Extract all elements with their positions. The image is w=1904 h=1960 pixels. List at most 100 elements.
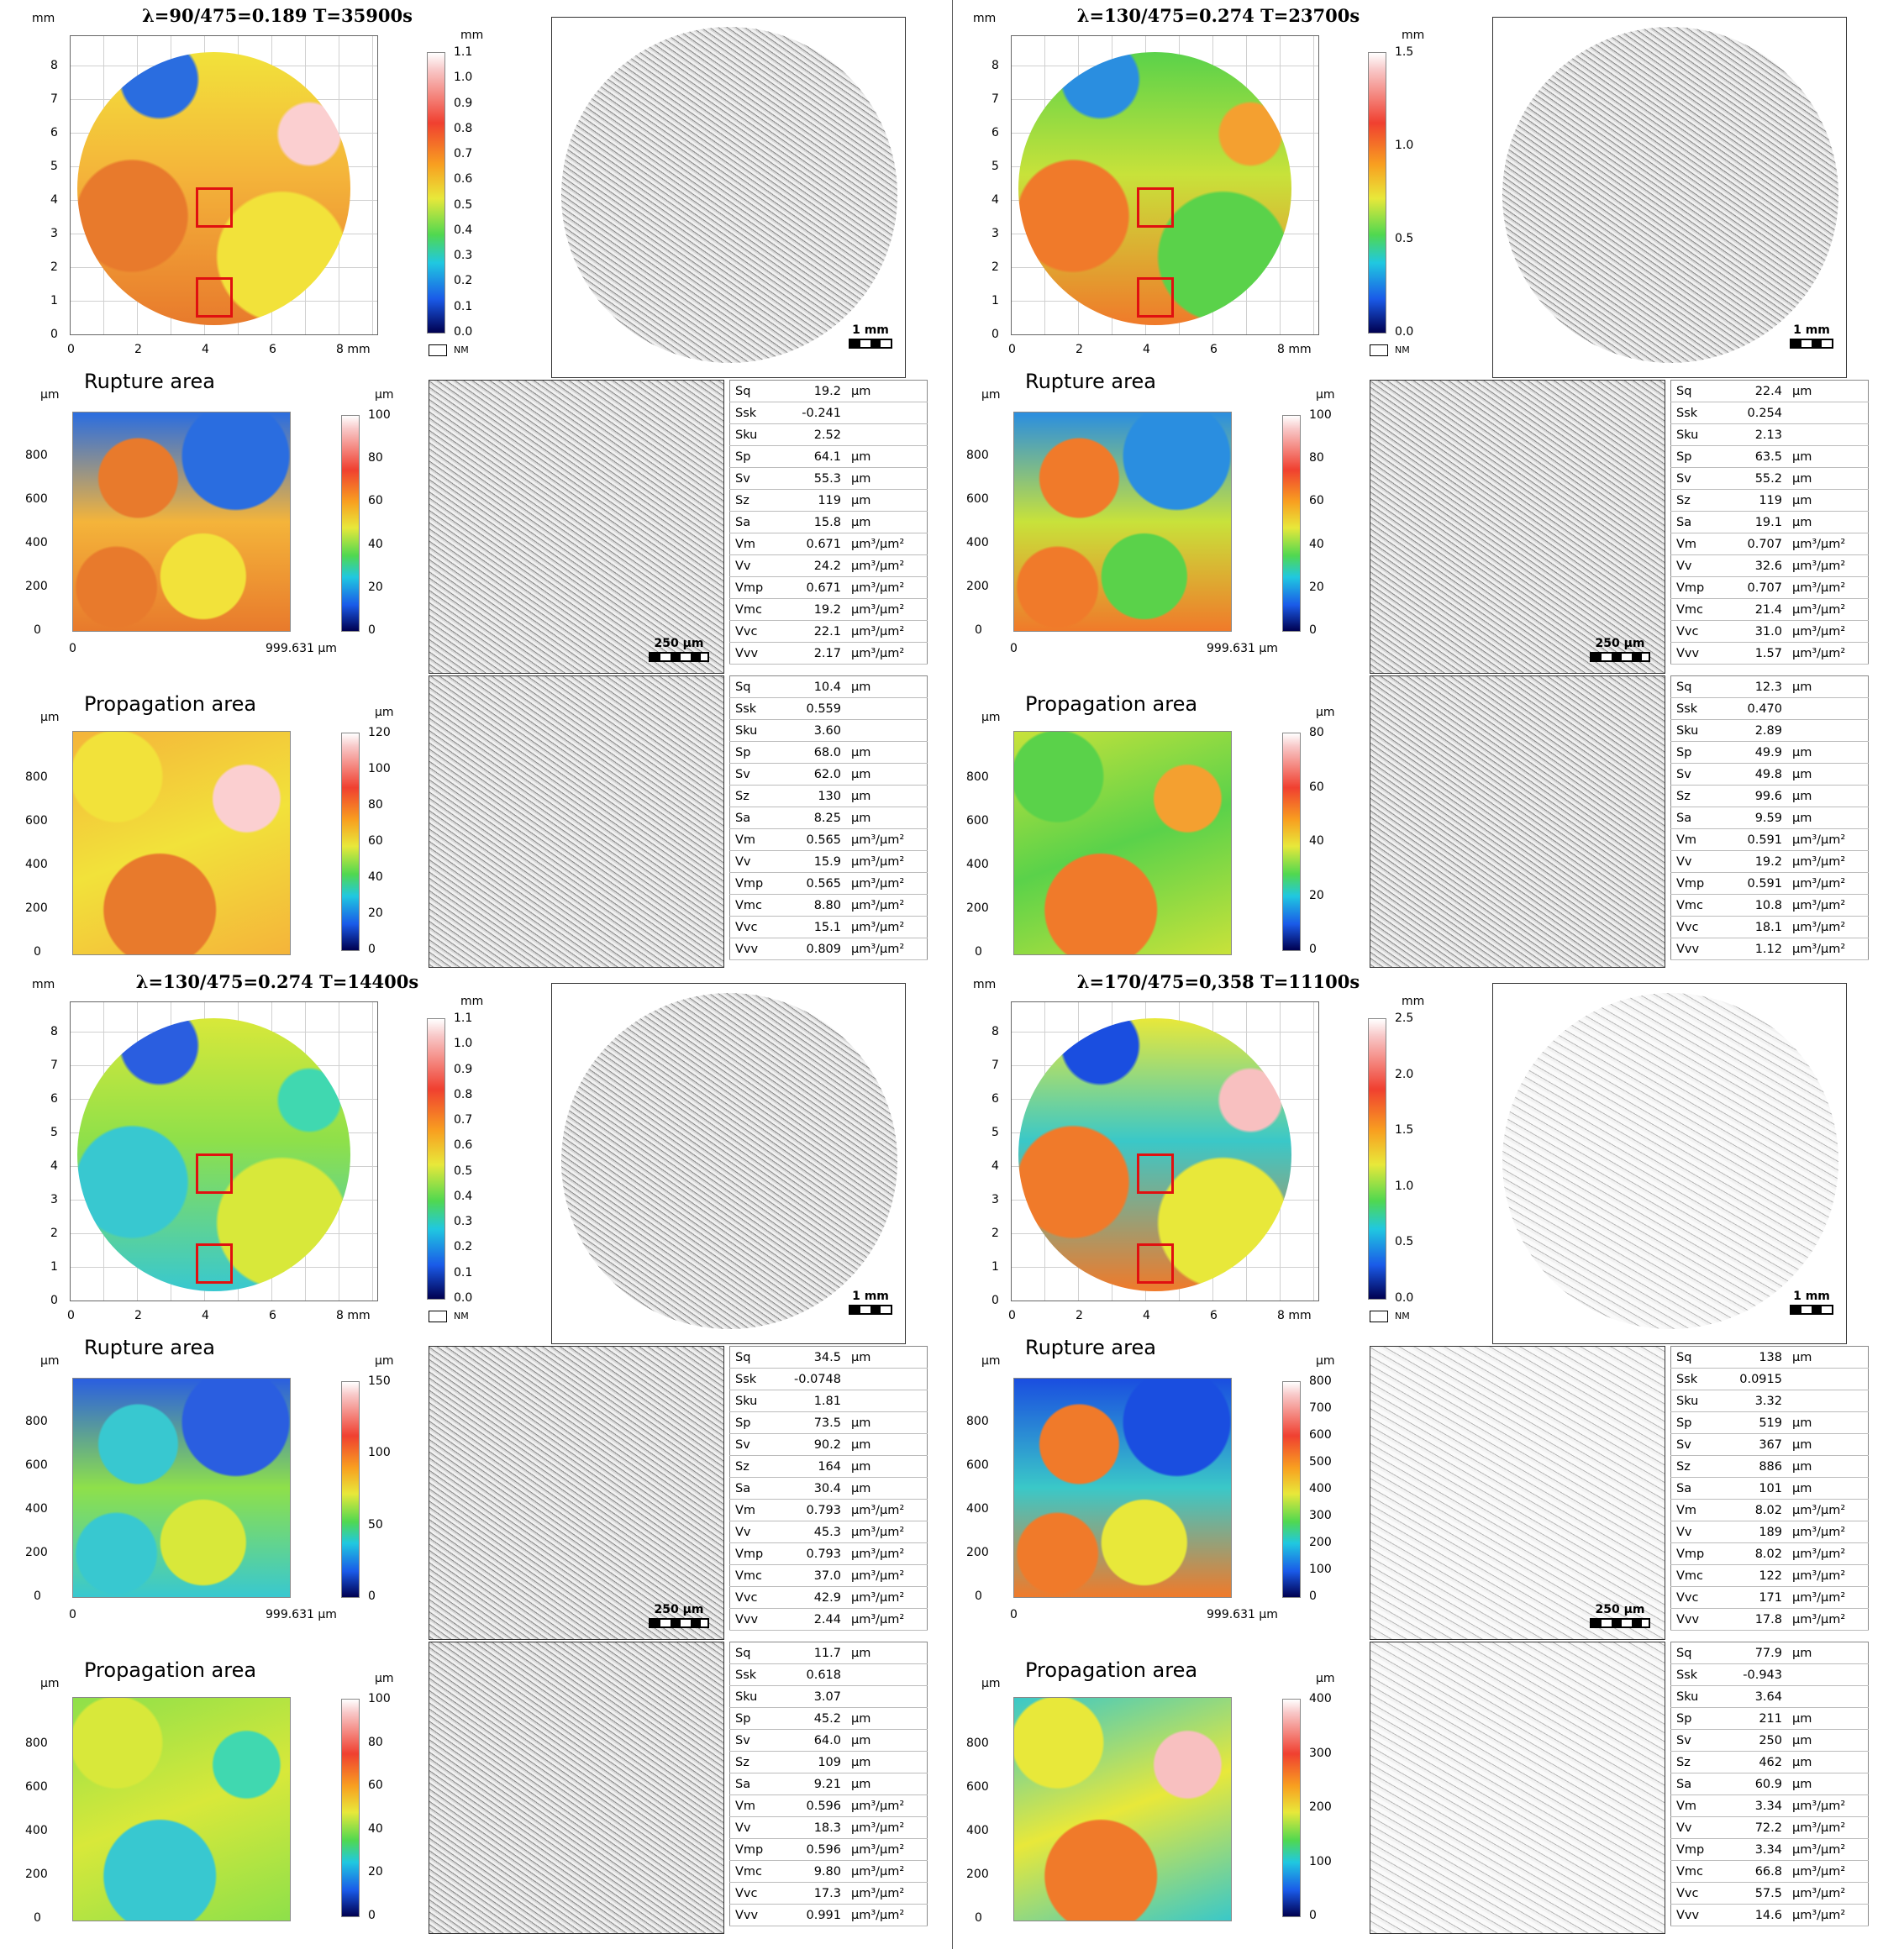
nm-swatch — [1370, 344, 1388, 356]
param-name: Sku — [729, 719, 786, 742]
param-name: Vmp — [729, 872, 786, 895]
param-row: Sv 250 µm — [1670, 1729, 1869, 1752]
param-unit: µm — [1787, 467, 1869, 490]
param-value: 0.591 — [1727, 872, 1787, 895]
y-axis-unit: µm — [40, 1677, 60, 1690]
colorbar-tick-label: 2.5 — [1395, 1012, 1414, 1025]
x-tick-label: 4 — [1143, 343, 1150, 356]
param-row: Sq 138 µm — [1670, 1346, 1869, 1369]
x-tick-label: 0 — [67, 1309, 75, 1322]
param-row: Sz 119 µm — [1670, 489, 1869, 512]
param-value: 17.8 — [1727, 1608, 1787, 1631]
y-tick-label: 200 — [25, 580, 48, 593]
colorbar-tick-label: 150 — [368, 1374, 391, 1388]
param-row: Sv 90.2 µm — [729, 1433, 928, 1456]
param-unit: µm³/µm² — [846, 1608, 928, 1631]
scale-bar-label: 250 µm — [1595, 1603, 1645, 1616]
fracture-surface-photo — [1502, 993, 1838, 1329]
param-name: Sv — [1670, 1433, 1727, 1456]
y-tick-label: 600 — [966, 814, 989, 828]
x-tick-label: 0 — [1008, 343, 1016, 356]
x-tick-label: 0 — [1010, 1608, 1018, 1621]
scale-bar-label: 1 mm — [1793, 1290, 1830, 1303]
param-name: Sp — [729, 1411, 786, 1434]
param-unit: µm — [1787, 445, 1869, 468]
param-row: Vm 0.596 µm³/µm² — [729, 1794, 928, 1817]
colorbar-unit: µm — [375, 706, 394, 719]
param-row: Vvv 2.44 µm³/µm² — [729, 1608, 928, 1631]
param-unit: µm³/µm² — [846, 598, 928, 621]
colorbar-tick-label: 500 — [1309, 1455, 1332, 1469]
colorbar-tick-label: 0 — [368, 1909, 376, 1922]
nm-label: NM — [1395, 344, 1410, 355]
param-unit: µm³/µm² — [1787, 1564, 1869, 1587]
rupture-area-heading: Rupture area — [84, 1336, 215, 1359]
param-unit: µm — [1787, 1707, 1869, 1730]
param-row: Sku 3.64 — [1670, 1685, 1869, 1708]
param-row: Sz 462 µm — [1670, 1751, 1869, 1773]
param-unit: µm³/µm² — [1787, 938, 1869, 960]
param-row: Sa 9.21 µm — [729, 1773, 928, 1795]
y-axis-unit: µm — [981, 1677, 1001, 1690]
colorbar-tick-label: 0 — [1309, 623, 1317, 637]
colorbar-tick-label: 0.1 — [454, 1265, 473, 1280]
rupture-area-marker — [196, 187, 233, 228]
colorbar-tick-label: 0.5 — [1395, 232, 1414, 245]
param-name: Sv — [729, 467, 786, 490]
param-unit — [846, 1390, 928, 1412]
y-tick-label: 600 — [25, 1458, 48, 1472]
param-unit: µm — [846, 1707, 928, 1730]
y-axis-unit: µm — [981, 388, 1001, 402]
y-tick-label: 1 — [991, 294, 999, 307]
param-value: 31.0 — [1727, 620, 1787, 643]
colorbar-tick-label: 200 — [1309, 1800, 1332, 1814]
param-name: Vv — [1670, 1521, 1727, 1543]
param-unit: µm — [846, 1433, 928, 1456]
x-tick-label: 4 — [1143, 1309, 1150, 1322]
y-tick-label: 800 — [966, 449, 989, 462]
colorbar-tick-label: 20 — [368, 906, 383, 920]
param-unit: µm — [1787, 1455, 1869, 1478]
param-row: Sp 45.2 µm — [729, 1707, 928, 1730]
param-name: Sp — [1670, 741, 1727, 764]
param-row: Sz 130 µm — [729, 785, 928, 807]
colorbar-tick-label: 0.4 — [454, 1189, 473, 1203]
param-value: 12.3 — [1727, 675, 1787, 698]
param-row: Sv 55.2 µm — [1670, 467, 1869, 490]
colorbar-tick-label: 0.6 — [454, 172, 473, 187]
y-tick-label: 0 — [34, 623, 41, 637]
param-value: 90.2 — [786, 1433, 846, 1456]
param-row: Vmp 0.596 µm³/µm² — [729, 1838, 928, 1861]
param-row: Vv 18.3 µm³/µm² — [729, 1816, 928, 1839]
param-unit: µm³/µm² — [846, 1499, 928, 1521]
param-name: Sv — [729, 763, 786, 786]
scale-bar-graphic — [849, 1305, 892, 1315]
param-value: -0.943 — [1727, 1663, 1787, 1686]
param-name: Sa — [729, 1773, 786, 1795]
param-row: Vmc 19.2 µm³/µm² — [729, 598, 928, 621]
param-unit: µm³/µm² — [1787, 598, 1869, 621]
param-row: Vmp 3.34 µm³/µm² — [1670, 1838, 1869, 1861]
colorbar-tick-label: 80 — [368, 451, 383, 465]
param-name: Sz — [1670, 1751, 1727, 1773]
param-unit: µm — [1787, 1346, 1869, 1369]
param-unit: µm — [1787, 1642, 1869, 1664]
y-tick-label: 600 — [966, 1458, 989, 1472]
y-tick-label: 600 — [966, 492, 989, 506]
param-unit — [846, 402, 928, 424]
y-tick-label: 3 — [991, 1193, 999, 1206]
x-tick-label: 6 — [269, 1309, 276, 1322]
height-colorbar — [427, 1018, 445, 1300]
vertical-divider — [952, 0, 953, 1949]
y-axis-unit: µm — [981, 711, 1001, 724]
x-axis-end-label: 8 mm — [1277, 343, 1312, 356]
param-unit: µm³/µm² — [846, 872, 928, 895]
param-row: Sz 119 µm — [729, 489, 928, 512]
param-unit: µm³/µm² — [1787, 642, 1869, 665]
colorbar-tick-label: 0 — [1309, 1590, 1317, 1603]
param-row: Vv 189 µm³/µm² — [1670, 1521, 1869, 1543]
param-unit: µm³/µm² — [846, 1564, 928, 1587]
y-tick-label: 1 — [50, 1260, 58, 1274]
param-row: Sq 77.9 µm — [1670, 1642, 1869, 1664]
y-tick-label: 4 — [991, 1159, 999, 1173]
